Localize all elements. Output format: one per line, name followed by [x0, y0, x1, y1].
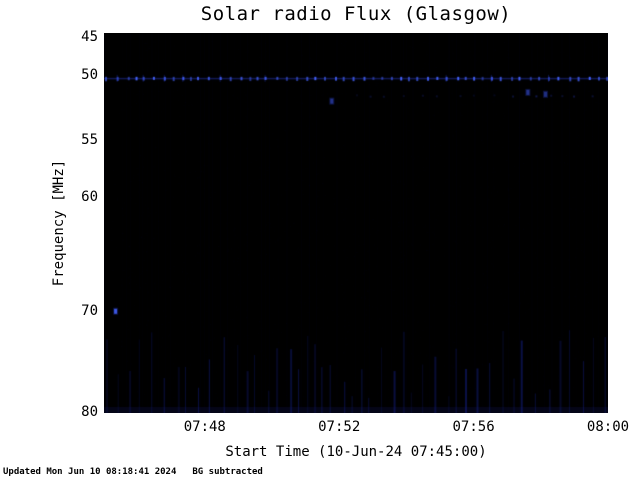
- bg-subtracted-note: BG subtracted: [192, 467, 263, 477]
- x-tick-label: 07:56: [452, 419, 495, 435]
- x-tick-label: 08:00: [586, 419, 630, 435]
- updated-timestamp: Updated Mon Jun 10 08:18:41 2024: [3, 467, 177, 477]
- y-tick-label: 80: [81, 404, 98, 420]
- plot-area: [104, 33, 608, 413]
- status-bar: Updated Mon Jun 10 08:18:41 2024 BG subtr…: [3, 467, 263, 477]
- y-axis-label: Frequency [MHz]: [51, 159, 67, 287]
- y-tick-label: 70: [81, 303, 98, 319]
- x-tick-label: 07:52: [318, 419, 361, 435]
- y-tick-label: 55: [81, 132, 98, 148]
- spectrogram-canvas: [104, 33, 608, 413]
- y-tick-label: 45: [81, 28, 98, 45]
- x-tick-label: 07:48: [183, 419, 226, 435]
- y-tick-label: 50: [81, 66, 98, 83]
- x-axis-label: Start Time (10-Jun-24 07:45:00): [225, 444, 487, 460]
- chart-title: Solar radio Flux (Glasgow): [200, 3, 512, 25]
- y-tick-label: 60: [81, 189, 98, 205]
